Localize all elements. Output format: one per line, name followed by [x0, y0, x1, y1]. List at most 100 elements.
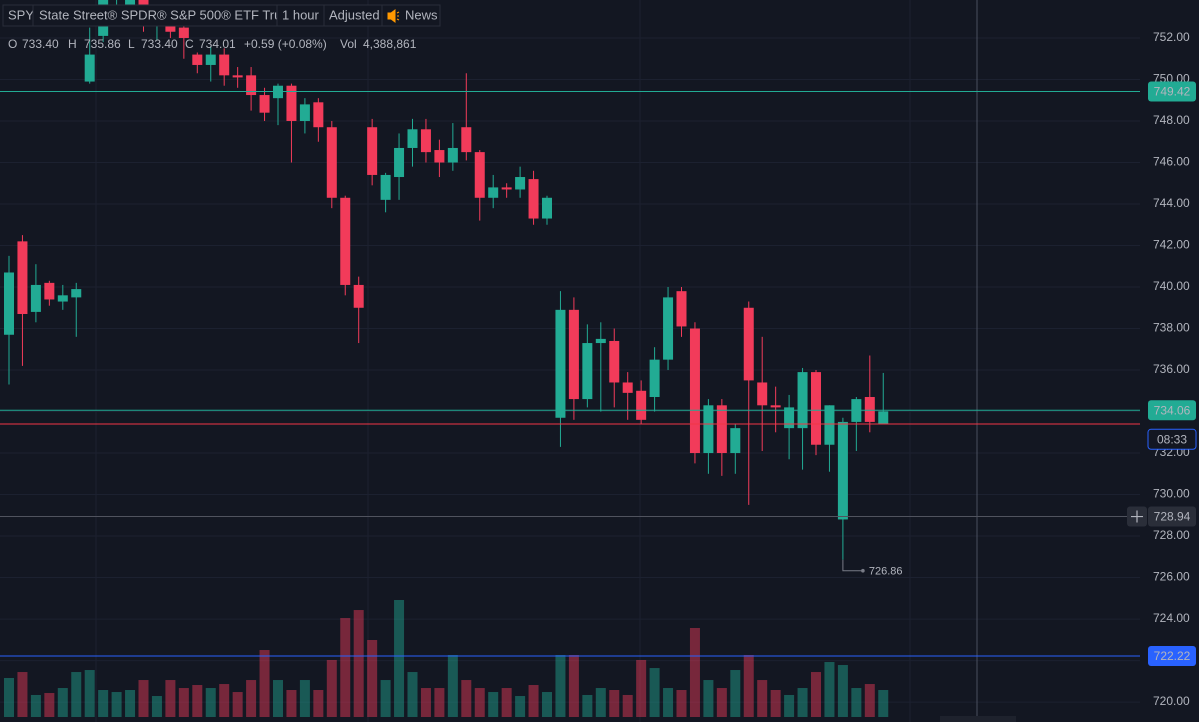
candle-body	[663, 297, 674, 360]
candle-body	[178, 27, 189, 38]
volume-bar	[165, 680, 176, 717]
candle-body	[824, 405, 835, 445]
legend: O 733.40 H 735.86 L 733.40 C 734.01 +0.5…	[8, 37, 417, 51]
volume-bar	[367, 639, 378, 717]
volume-bar	[528, 685, 539, 717]
low-marker-line	[842, 559, 862, 572]
candle-body	[286, 85, 297, 121]
volume-bar	[151, 696, 162, 717]
candle-body	[582, 343, 593, 400]
candle-body	[797, 372, 808, 429]
price-label: 749.42	[1154, 85, 1191, 99]
volume-bar	[192, 685, 203, 717]
candle-body	[689, 328, 700, 454]
volume-bar	[864, 684, 875, 717]
volume-bar	[98, 689, 109, 717]
volume-bar	[286, 689, 297, 717]
volume-bar	[824, 662, 835, 717]
volume-bar	[313, 689, 324, 717]
volume-bar	[837, 665, 848, 717]
volume-bar	[232, 692, 243, 717]
candle-body	[595, 338, 606, 344]
y-tick-label: 740.00	[1153, 279, 1190, 293]
candle-body	[703, 405, 714, 454]
news-icon[interactable]	[387, 9, 400, 23]
interval[interactable]: 1 hour	[282, 7, 320, 22]
y-tick-label: 720.00	[1153, 694, 1190, 708]
volume	[4, 600, 889, 717]
candle-body	[44, 282, 55, 300]
legend-change: +0.59 (+0.08%)	[244, 37, 327, 51]
legend-key: L	[128, 37, 135, 51]
volume-bar	[689, 627, 700, 717]
candle-body	[784, 407, 795, 429]
candle-body	[313, 102, 324, 128]
volume-bar	[797, 688, 808, 717]
legend-value: 733.40	[22, 37, 59, 51]
candle-body	[420, 129, 431, 153]
candle-body	[434, 150, 445, 163]
volume-bar	[125, 689, 136, 717]
volume-bar	[784, 694, 795, 717]
candle-body	[568, 309, 579, 400]
y-tick-label: 726.00	[1153, 570, 1190, 584]
candle-body	[71, 289, 82, 298]
volume-bar	[17, 672, 28, 717]
legend-key: O	[8, 37, 17, 51]
volume-bar	[326, 659, 337, 717]
price-lines	[0, 91, 1140, 657]
candle-body	[4, 272, 14, 335]
candle-body	[676, 291, 687, 327]
news[interactable]: News	[405, 7, 438, 22]
candle-body	[515, 177, 526, 190]
candle-body	[17, 241, 28, 314]
countdown-box	[1147, 428, 1197, 450]
candle-body	[811, 372, 821, 445]
volume-bar	[434, 688, 445, 717]
candle-body	[232, 75, 243, 78]
candle-body	[326, 127, 337, 198]
volume-bar	[394, 600, 405, 717]
candle-body	[555, 309, 566, 418]
add-icon	[1131, 510, 1143, 523]
y-tick-label: 746.00	[1153, 155, 1190, 169]
volume-bar	[568, 654, 579, 717]
legend-volume: 4,388,861	[363, 37, 417, 51]
y-tick-label: 748.00	[1153, 113, 1190, 127]
volume-bar	[515, 696, 526, 717]
candle-body	[219, 54, 230, 76]
price-label: 734.06	[1154, 403, 1191, 417]
volume-bar	[353, 610, 364, 717]
candle-body	[192, 54, 203, 65]
volume-bar	[340, 618, 351, 717]
candle-body	[878, 411, 889, 424]
legend-key: Vol	[340, 37, 357, 51]
adjustment[interactable]: Adjusted	[329, 7, 380, 22]
scroll-button[interactable]	[940, 716, 1016, 722]
symbol[interactable]: SPY	[8, 7, 34, 22]
candle-body	[205, 54, 216, 65]
instrument-name: State Street® SPDR® S&P 500® ETF Trust	[39, 7, 292, 22]
volume-bar	[730, 670, 741, 717]
volume-bar	[878, 690, 889, 717]
low-marker-label: 726.86	[869, 566, 903, 578]
candle-body	[394, 147, 405, 178]
vertical-grid	[95, 0, 911, 722]
volume-bar	[420, 688, 431, 717]
y-tick-label: 728.00	[1153, 528, 1190, 542]
volume-bar	[676, 689, 687, 717]
volume-bar	[461, 680, 472, 717]
volume-bar	[609, 689, 620, 717]
candle-body	[367, 127, 378, 175]
news-box[interactable]	[381, 4, 441, 27]
y-tick-label: 752.00	[1153, 30, 1190, 44]
candle-body	[730, 428, 741, 454]
price-label-box	[1148, 400, 1196, 421]
legend-key: C	[185, 37, 194, 51]
candle-body	[636, 390, 647, 420]
y-tick-label: 730.00	[1153, 487, 1190, 501]
volume-bar	[111, 692, 122, 717]
volume-bar	[474, 688, 485, 717]
volume-bar	[246, 680, 257, 717]
